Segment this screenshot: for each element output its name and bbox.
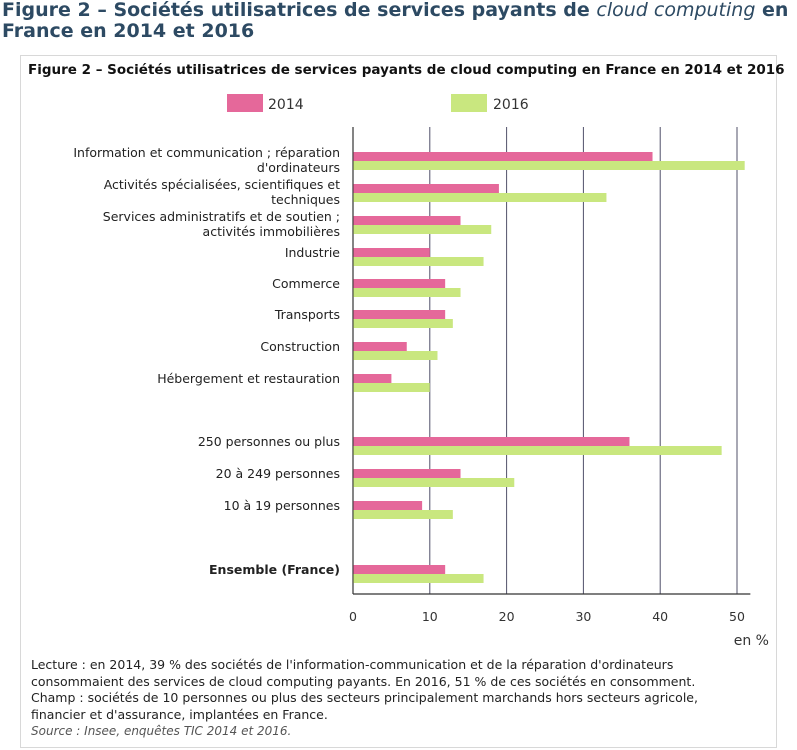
bar-2016 [353, 161, 745, 170]
bar-2014 [353, 248, 430, 257]
category-label: Commerce [272, 276, 340, 291]
bar-2016 [353, 225, 492, 234]
x-axis-label: en % [734, 633, 769, 649]
x-tick-label: 10 [422, 609, 438, 624]
x-tick-label: 40 [652, 609, 668, 624]
page-title-part2: en France en 2014 et 2016 [2, 0, 789, 42]
category-label: 20 à 249 personnes [216, 466, 340, 481]
category-label: Construction [260, 339, 340, 354]
category-label: techniques [271, 192, 340, 207]
bar-2014 [353, 152, 653, 161]
lecture-note: Lecture : en 2014, 39 % des sociétés de … [31, 657, 696, 689]
bar-2016 [353, 288, 461, 297]
category-label: Ensemble (France) [209, 562, 340, 577]
category-label: Transports [274, 307, 340, 322]
figure-title: Figure 2 – Sociétés utilisatrices de ser… [28, 62, 785, 78]
bar-2014 [353, 310, 446, 319]
bar-2014 [353, 469, 461, 478]
bar-2016 [353, 319, 453, 328]
bar-2014 [353, 374, 392, 383]
champ-note: Champ : sociétés de 10 personnes ou plus… [31, 690, 698, 722]
bar-2016 [353, 193, 607, 202]
category-label: d'ordinateurs [257, 160, 340, 175]
category-label: Services administratifs et de soutien ; [103, 209, 340, 224]
bar-2014 [353, 501, 423, 510]
category-label: Activités spécialisées, scientifiques et [104, 177, 340, 192]
category-label: Industrie [285, 245, 340, 260]
bar-2014 [353, 216, 461, 225]
bar-2014 [353, 437, 630, 446]
bar-2016 [353, 257, 484, 266]
category-label: Hébergement et restauration [157, 371, 340, 386]
bar-2014 [353, 342, 407, 351]
bar-2016 [353, 510, 453, 519]
bar-2016 [353, 574, 484, 583]
figure-frame [20, 55, 777, 748]
bar-2016 [353, 478, 515, 487]
legend-swatch-2016 [451, 94, 487, 112]
page-title: Figure 2 – Sociétés utilisatrices de ser… [2, 0, 795, 42]
bar-2014 [353, 565, 446, 574]
bar-2016 [353, 383, 430, 392]
x-tick-label: 30 [575, 609, 591, 624]
x-tick-label: 20 [499, 609, 515, 624]
bar-2014 [353, 184, 499, 193]
legend-label-2016: 2016 [493, 97, 529, 113]
category-label: 10 à 19 personnes [224, 498, 340, 513]
legend-label-2014: 2014 [268, 97, 304, 113]
chart-notes: Lecture : en 2014, 39 % des sociétés de … [31, 657, 751, 740]
bar-2014 [353, 279, 446, 288]
category-label: activités immobilières [203, 224, 340, 239]
bar-2016 [353, 446, 722, 455]
page-title-italic: cloud computing [596, 0, 756, 21]
x-tick-label: 50 [729, 609, 745, 624]
bar-2016 [353, 351, 438, 360]
legend-swatch-2014 [227, 94, 263, 112]
category-label: Information et communication ; réparatio… [73, 145, 340, 160]
x-tick-label: 0 [349, 609, 357, 624]
page-title-part1: Figure 2 – Sociétés utilisatrices de ser… [2, 0, 597, 21]
category-label: 250 personnes ou plus [198, 434, 340, 449]
source-note: Source : Insee, enquêtes TIC 2014 et 201… [31, 724, 292, 738]
